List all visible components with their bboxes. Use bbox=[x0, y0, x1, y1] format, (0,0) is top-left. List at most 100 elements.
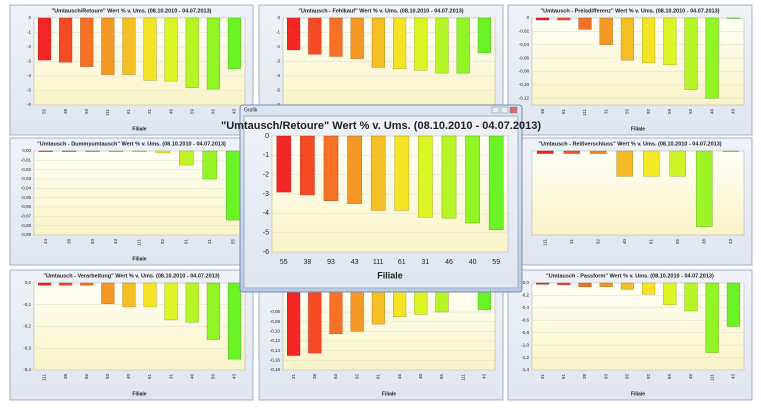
bar bbox=[578, 17, 592, 30]
x-tick-label: 59 bbox=[189, 109, 194, 115]
x-tick-label: 92 bbox=[211, 109, 216, 115]
bar bbox=[620, 17, 634, 61]
x-tick-label: 59 bbox=[211, 374, 216, 380]
bar bbox=[164, 17, 178, 82]
y-tick-label: -0,03 bbox=[21, 176, 32, 181]
x-tick-label: 61 bbox=[561, 374, 566, 380]
x-tick-label: 111 bbox=[709, 374, 714, 381]
y-tick-label: -0,06 bbox=[21, 204, 32, 209]
chart-title: "Umtausch - Preisdifferenz" Wert % v. Um… bbox=[541, 8, 720, 14]
bar bbox=[185, 17, 199, 88]
x-tick-label: 40 bbox=[622, 239, 627, 245]
chart-panel: "Umtausch - Reißverschluss" Wert % v. Um… bbox=[507, 137, 753, 266]
bar bbox=[705, 17, 719, 99]
bar bbox=[329, 17, 343, 57]
bar bbox=[599, 282, 613, 287]
x-tick-label: 92 bbox=[646, 374, 651, 380]
bar bbox=[101, 282, 115, 304]
window-button bbox=[491, 106, 500, 114]
bar bbox=[287, 17, 301, 51]
bar bbox=[287, 282, 301, 356]
chart-panel: "Umtausch - Passform" Wert % v. Ums. (08… bbox=[507, 269, 753, 401]
x-tick-label: 31 bbox=[147, 109, 152, 115]
x-tick-label: 93 bbox=[90, 239, 95, 245]
y-tick-label: -0,16 bbox=[270, 358, 281, 363]
x-tick-label: 59 bbox=[492, 259, 500, 266]
x-tick-label: 38 bbox=[66, 239, 71, 245]
y-tick-label: 0 bbox=[526, 15, 529, 20]
bar bbox=[705, 282, 719, 353]
y-tick-label: -0,09 bbox=[21, 232, 32, 237]
y-tick-label: -0,10 bbox=[519, 82, 530, 87]
x-tick-label: 61 bbox=[184, 239, 189, 245]
bar bbox=[122, 282, 136, 308]
x-tick-label: 43 bbox=[731, 374, 736, 380]
y-tick-label: 0,0 bbox=[25, 280, 32, 285]
bar bbox=[38, 282, 52, 286]
bar bbox=[80, 17, 94, 67]
y-tick-label: -0,04 bbox=[519, 42, 530, 47]
bar bbox=[206, 282, 220, 340]
chart-title: "Umtausch - Dummyumtausch" Wert % v. Ums… bbox=[37, 141, 226, 147]
bar bbox=[276, 135, 292, 193]
bar bbox=[696, 150, 713, 227]
y-tick-label: -1 bbox=[27, 30, 31, 35]
x-tick-label: 55 bbox=[230, 239, 235, 245]
y-tick-label: -5 bbox=[27, 88, 31, 93]
bar bbox=[155, 150, 171, 154]
bar bbox=[206, 17, 220, 90]
bar bbox=[465, 135, 480, 224]
x-tick-label: 92 bbox=[160, 239, 165, 245]
chart-panel: "Umtausch - Dummyumtausch" Wert % v. Ums… bbox=[9, 137, 254, 266]
bar bbox=[143, 17, 157, 81]
x-tick-label: 46 bbox=[397, 374, 402, 380]
y-tick-label: 0 bbox=[265, 133, 269, 140]
x-tick-label: 31 bbox=[168, 374, 173, 380]
bar bbox=[557, 17, 571, 21]
bar bbox=[143, 282, 157, 308]
bar bbox=[59, 17, 73, 63]
chart-panel: "Umtausch/Retoure" Wert % v. Ums. (08.10… bbox=[221, 115, 541, 289]
x-tick-label: 61 bbox=[648, 239, 653, 245]
y-tick-label: -0,2 bbox=[521, 293, 529, 298]
bar bbox=[185, 282, 199, 323]
bar bbox=[616, 150, 633, 177]
x-tick-label: 111 bbox=[460, 374, 465, 381]
x-tick-label: 61 bbox=[147, 374, 152, 380]
x-tick-label: 31 bbox=[540, 374, 545, 380]
x-axis-label: Filiale bbox=[631, 126, 645, 132]
x-tick-label: 55 bbox=[84, 374, 89, 380]
bar bbox=[669, 150, 686, 177]
bar bbox=[418, 135, 433, 218]
x-tick-label: 93 bbox=[603, 374, 608, 380]
bar bbox=[726, 17, 740, 19]
x-tick-label: 43 bbox=[731, 109, 736, 115]
x-tick-label: 55 bbox=[675, 239, 680, 245]
bar bbox=[441, 135, 457, 219]
bar bbox=[537, 150, 554, 154]
x-tick-label: 111 bbox=[373, 259, 384, 266]
x-tick-label: 46 bbox=[445, 259, 453, 266]
bar bbox=[536, 282, 550, 285]
bar bbox=[590, 150, 607, 154]
x-tick-label: 93 bbox=[84, 109, 89, 115]
x-tick-label: 55 bbox=[625, 374, 630, 380]
x-tick-label: 38 bbox=[304, 259, 312, 266]
bar bbox=[488, 135, 504, 230]
bar bbox=[663, 17, 677, 66]
x-tick-label: 59 bbox=[667, 374, 672, 380]
y-tick-label: -0,07 bbox=[21, 214, 32, 219]
x-tick-label: 61 bbox=[126, 109, 131, 115]
x-tick-label: 111 bbox=[542, 239, 547, 246]
x-axis-label: Filiale bbox=[377, 270, 403, 280]
bar bbox=[370, 135, 386, 211]
y-tick-label: -0,4 bbox=[23, 367, 31, 372]
y-tick-label: -0,2 bbox=[23, 324, 31, 329]
x-tick-label: 38 bbox=[540, 109, 545, 115]
x-tick-label: 31 bbox=[603, 109, 608, 115]
y-tick-label: -1,0 bbox=[521, 342, 529, 347]
y-tick-label: -0,4 bbox=[521, 305, 529, 310]
bar bbox=[684, 282, 698, 312]
y-tick-label: -0,18 bbox=[270, 367, 281, 372]
y-tick-label: -2 bbox=[27, 44, 31, 49]
